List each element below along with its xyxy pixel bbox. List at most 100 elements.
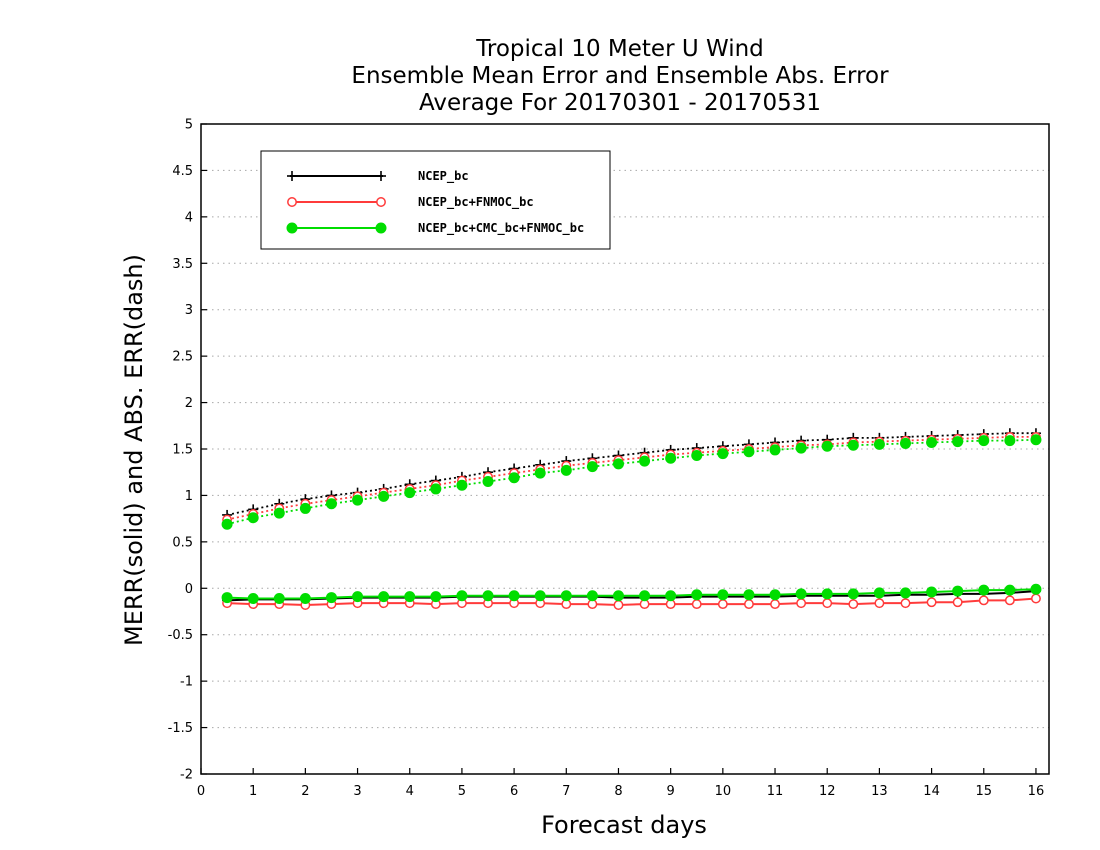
y-tick-label: 4.5 <box>172 164 193 179</box>
abs-error-point <box>586 461 598 473</box>
x-tick-label: 9 <box>667 784 675 799</box>
mean-error-point <box>770 599 780 610</box>
y-tick-label: 1.5 <box>172 443 193 458</box>
abs-error-point <box>273 507 285 519</box>
legend-marker <box>287 197 297 207</box>
y-tick-label: -1.5 <box>168 721 193 736</box>
mean-error-point <box>1004 595 1015 606</box>
abs-error-line <box>226 435 1036 521</box>
abs-error-point <box>560 464 572 476</box>
chart-subtitle-2: Average For 20170301 - 20170531 <box>418 90 822 116</box>
x-tick-label: 8 <box>614 784 622 799</box>
mean-error-point <box>404 591 416 603</box>
abs-error-point <box>352 494 364 506</box>
mean-error-point <box>221 592 233 604</box>
abs-error-point <box>430 483 442 495</box>
mean-error-point <box>717 599 728 610</box>
abs-error-point <box>612 458 624 470</box>
x-tick-label: 6 <box>510 784 518 799</box>
mean-error-point <box>299 593 311 604</box>
abs-error-point <box>769 444 781 456</box>
abs-error-point <box>247 512 259 524</box>
mean-error-point <box>899 587 911 599</box>
mean-error-point <box>873 587 885 599</box>
x-tick-label: 2 <box>301 784 309 799</box>
chart-title: Tropical 10 Meter U Wind <box>476 36 764 62</box>
mean-error-point <box>717 589 729 601</box>
abs-error-point <box>456 479 468 491</box>
mean-error-point <box>952 585 964 597</box>
x-tick-label: 14 <box>923 784 940 799</box>
y-tick-label: 4 <box>185 210 193 225</box>
y-tick-label: -2 <box>180 768 193 783</box>
legend-item: NCEP_bc+CMC_bc+FNMOC_bc <box>286 221 584 236</box>
mean-error-point <box>612 590 624 602</box>
grid-lines <box>201 169 1049 729</box>
mean-error-point <box>743 589 755 601</box>
y-tick-label: 0 <box>185 582 193 597</box>
y-tick-label: 5 <box>185 118 193 133</box>
mean-error-point <box>848 599 859 610</box>
axes: -2-1.5-1-0.500.511.522.533.544.550 1 2 3 4 5 6… <box>168 118 1045 800</box>
legend-box <box>260 150 611 250</box>
abs-error-point <box>795 442 807 454</box>
mean-error-point <box>978 595 989 606</box>
mean-error-point <box>352 591 364 603</box>
x-tick-label: 12 <box>819 784 836 799</box>
abs-error-point <box>717 448 729 460</box>
x-tick-label: 4 <box>406 784 414 799</box>
mean-error-point <box>325 592 337 604</box>
y-tick-label: 2.5 <box>172 350 193 365</box>
x-tick-label: 5 <box>458 784 466 799</box>
x-axis-title: Forecast days <box>541 811 707 839</box>
abs-error-line <box>226 438 1037 526</box>
abs-error-point <box>1004 435 1016 447</box>
legend: NCEP_bc NCEP_bc+FNMOC_bc NCEP_bc+CMC_bc+FN… <box>260 150 611 250</box>
x-tick-label: 7 <box>562 784 570 799</box>
y-tick-label: -0.5 <box>168 628 193 643</box>
legend-item: NCEP_bc <box>287 169 469 184</box>
abs-error-point <box>978 435 990 447</box>
abs-error-point <box>299 502 311 514</box>
mean-error-point <box>874 598 885 609</box>
mean-error-point <box>378 591 390 603</box>
mean-error-point <box>456 590 468 602</box>
mean-error-point <box>665 590 677 602</box>
legend-item: NCEP_bc+FNMOC_bc <box>287 195 534 210</box>
mean-error-point <box>482 590 494 602</box>
mean-error-point <box>821 588 833 600</box>
x-tick-label: 1 <box>249 784 257 799</box>
x-tick-label: 13 <box>871 784 888 799</box>
legend-marker <box>287 171 297 181</box>
series-open-circle <box>222 431 1041 610</box>
abs-error-point <box>873 438 885 450</box>
mean-error-point <box>247 593 259 604</box>
abs-error-point <box>847 439 859 451</box>
x-tick-label: 11 <box>767 784 784 799</box>
mean-error-point <box>926 597 937 608</box>
mean-error-point <box>639 590 651 602</box>
mean-error-point <box>926 586 938 598</box>
abs-error-point <box>534 467 546 479</box>
abs-error-point <box>899 437 911 449</box>
abs-error-point <box>665 452 677 464</box>
abs-error-point <box>926 437 938 448</box>
mean-error-point <box>743 599 754 610</box>
series-plus <box>222 428 1041 606</box>
chart-subtitle-1: Ensemble Mean Error and Ensemble Abs. Er… <box>351 63 889 89</box>
x-tick-label: 10 <box>715 784 732 799</box>
mean-error-point <box>613 600 624 610</box>
mean-error-point <box>430 591 442 603</box>
y-tick-label: 1 <box>185 489 193 504</box>
y-tick-label: 0.5 <box>172 535 193 550</box>
abs-error-point <box>952 436 964 448</box>
mean-error-point <box>508 590 520 602</box>
mean-error-point <box>978 584 990 596</box>
abs-error-point <box>639 455 651 467</box>
mean-error-point <box>691 589 703 601</box>
legend-marker <box>375 222 387 234</box>
mean-error-point <box>691 599 702 610</box>
abs-error-point <box>743 446 755 458</box>
mean-error-point <box>847 588 859 600</box>
abs-error-point <box>482 476 494 487</box>
